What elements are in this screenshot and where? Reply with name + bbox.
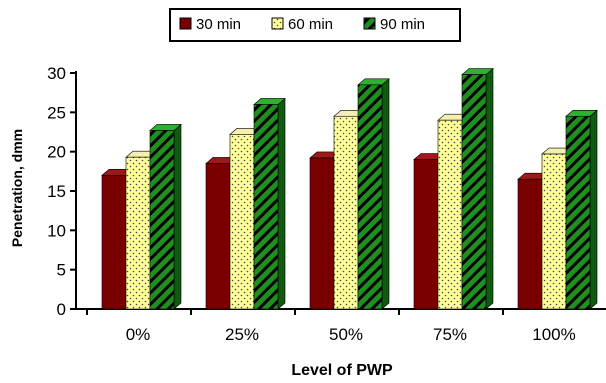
legend-label-3: 90 min [380, 16, 425, 33]
y-tick-label: 10 [47, 221, 66, 240]
bar-3-3 [357, 78, 390, 310]
bar-3-4 [461, 67, 494, 310]
legend-swatch-2 [271, 17, 284, 30]
legend-label-2: 60 min [288, 16, 333, 33]
legend-box [169, 8, 461, 42]
plot-area: 0 5 10 15 20 25 30 0% 25% 50% 75% 100% [47, 64, 606, 344]
x-tick-label: 75% [433, 325, 467, 344]
y-tick-label: 20 [47, 143, 66, 162]
legend-item-1: 30 min [179, 16, 241, 33]
bar-3-2 [253, 97, 286, 310]
y-tick-label: 0 [57, 300, 66, 319]
x-tick-label: 100% [532, 325, 575, 344]
x-tick-label: 50% [329, 325, 363, 344]
y-axis-title: Penetration, dmm [9, 129, 25, 247]
x-axis-title: Level of PWP [291, 362, 393, 379]
y-tick-label: 15 [47, 182, 66, 201]
y-tick-label: 25 [47, 103, 66, 122]
bar-3-1 [149, 123, 182, 310]
y-tick-label: 30 [47, 64, 66, 83]
legend-swatch-1 [179, 17, 192, 30]
legend-swatch-3 [363, 17, 376, 30]
legend-label-1: 30 min [196, 16, 241, 33]
legend-item-3: 90 min [363, 16, 425, 33]
legend-item-2: 60 min [271, 16, 333, 33]
x-tick-label: 25% [225, 325, 259, 344]
legend: 30 min 60 min 90 min [169, 8, 461, 42]
bar-3-5 [565, 109, 598, 310]
x-tick-label: 0% [126, 325, 151, 344]
y-tick-label: 5 [57, 261, 66, 280]
